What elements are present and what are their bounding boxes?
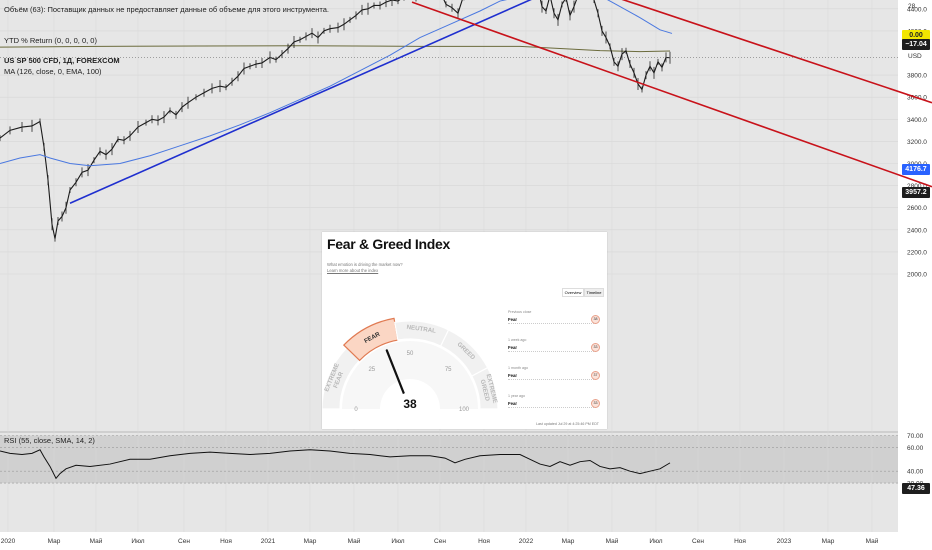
time-tick-label: Ноя — [478, 538, 490, 545]
ytd-legend[interactable]: YTD % Return (0, 0, 0, 0, 0) — [4, 36, 97, 45]
rsi-value-badge: 47.36 — [902, 483, 930, 494]
rsi-tick-label: 60.00 — [907, 445, 924, 452]
history-score: 33 — [591, 343, 600, 352]
rsi-tick-label: 70.00 — [907, 433, 924, 440]
time-tick-label: 2022 — [519, 538, 534, 545]
fear-greed-panel: Fear & Greed Index What emotion is drivi… — [322, 232, 607, 429]
gauge-value-bg — [397, 392, 423, 414]
ma-legend[interactable]: MA (126, close, 0, EMA, 100) — [4, 67, 102, 76]
price-tick-label: 2800.0 — [907, 183, 927, 190]
gauge-tick-label: 0 — [354, 407, 358, 413]
segment-extreme-greed — [470, 366, 499, 410]
trendline — [411, 1, 932, 188]
trendline — [69, 0, 532, 205]
time-tick-label: Май — [866, 537, 879, 545]
price-line — [0, 0, 671, 239]
fear-greed-gauge: EXTREMEFEARFEARNEUTRALGREEDEXTREMEGREED0… — [322, 317, 499, 414]
ma-price-badge: 4176.7 — [902, 164, 930, 175]
history-1-month: 1 month ago Fear 37 — [508, 366, 600, 388]
price-tick-label: 3200.0 — [907, 139, 927, 146]
time-tick-label: 2020 — [1, 538, 16, 545]
gauge-tick-label: 50 — [407, 351, 414, 357]
time-tick-label: Ноя — [734, 538, 746, 545]
time-tick-label: Июл — [131, 538, 144, 545]
history-score: 38 — [591, 315, 600, 324]
time-tick-label: Сен — [434, 538, 446, 545]
history-1-week: 1 week ago Fear 33 — [508, 338, 600, 360]
ma-line — [0, 0, 673, 167]
fear-greed-question: What emotion is driving the market now? — [327, 262, 403, 267]
time-axis — [0, 532, 932, 550]
ytd-value-badge: −17.04 — [902, 39, 930, 50]
time-tick-label: Мар — [48, 538, 61, 545]
price-tick-label: 2400.0 — [907, 227, 927, 234]
gauge-inner — [342, 341, 478, 409]
time-tick-label: Май — [90, 537, 103, 545]
time-tick-label: Сен — [178, 538, 190, 545]
rsi-line — [0, 449, 671, 480]
gauge-tick-label: 75 — [445, 367, 452, 373]
time-tick-label: 2023 — [777, 538, 792, 545]
tab-timeline[interactable]: Timeline — [584, 288, 604, 297]
trendline — [621, 0, 932, 104]
history-score: 33 — [591, 399, 600, 408]
time-tick-label: Ноя — [220, 538, 232, 545]
symbol-title[interactable]: US SP 500 CFD, 1Д, FOREXCOM — [4, 56, 120, 65]
last-price-badge: 3957.2 — [902, 187, 930, 198]
history-score: 37 — [591, 371, 600, 380]
tab-overview[interactable]: Overview — [562, 288, 584, 297]
last-updated: Last updated Jul 29 at 4:25:46 PM EDT — [536, 422, 599, 426]
rsi-tick-label: 40.00 — [907, 469, 924, 476]
gauge-tick-label: 100 — [459, 407, 470, 413]
history-1-year: 1 year ago Fear 33 — [508, 394, 600, 416]
currency-label: USD — [908, 53, 922, 60]
ytd-line — [0, 45, 671, 53]
time-tick-label: Июл — [649, 538, 662, 545]
time-tick-label: 2021 — [261, 538, 276, 545]
price-tick-label: 2200.0 — [907, 249, 927, 256]
price-tick-label: 2000.0 — [907, 272, 927, 279]
time-tick-label: Мар — [562, 538, 575, 545]
history-previous-close: Previous close Fear 38 — [508, 310, 600, 332]
time-tick-label: Май — [606, 537, 619, 545]
price-tick-label: 3800.0 — [907, 73, 927, 80]
gauge-value: 38 — [403, 397, 417, 411]
time-tick-label: Сен — [692, 538, 704, 545]
price-axis — [898, 0, 932, 550]
rsi-legend[interactable]: RSI (55, close, SMA, 14, 2) — [4, 436, 95, 445]
learn-more-link[interactable]: Learn more about the index — [327, 268, 379, 273]
ytd-zero-badge: 0.00 — [902, 30, 930, 41]
gauge-tick-label: 25 — [368, 367, 375, 373]
time-tick-label: Июл — [391, 538, 404, 545]
time-tick-label: Мар — [304, 538, 317, 545]
price-tick-label: 3400.0 — [907, 117, 927, 124]
time-tick-label: Май — [348, 537, 361, 545]
gauge-label: NEUTRAL — [406, 324, 436, 335]
price-tick-label: 2600.0 — [907, 205, 927, 212]
time-tick-label: Мар — [822, 538, 835, 545]
fear-greed-title: Fear & Greed Index — [327, 236, 450, 252]
price-tick-label: 4400.0 — [907, 6, 927, 13]
axis-top-label: 28 — [908, 3, 916, 10]
volume-notice: Объём (63): Поставщик данных не предоста… — [4, 5, 329, 14]
